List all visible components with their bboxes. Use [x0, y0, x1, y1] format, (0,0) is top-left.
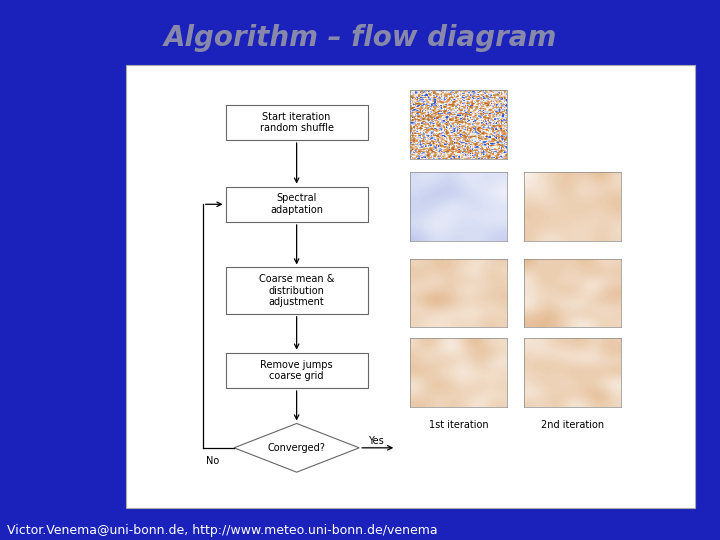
- Text: Victor.Venema@uni-bonn.de, http://www.meteo.uni-bonn.de/venema: Victor.Venema@uni-bonn.de, http://www.me…: [7, 524, 438, 537]
- FancyBboxPatch shape: [126, 65, 695, 508]
- Text: Algorithm – flow diagram: Algorithm – flow diagram: [163, 24, 557, 52]
